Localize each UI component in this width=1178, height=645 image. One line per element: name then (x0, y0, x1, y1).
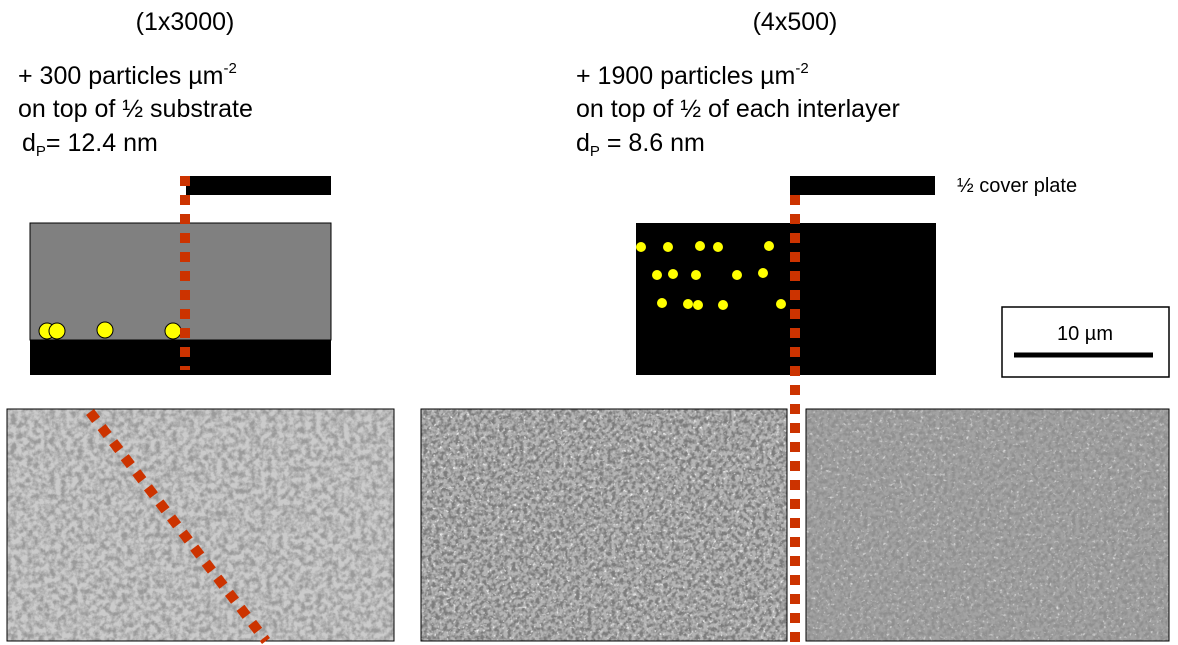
sem-image-right (806, 409, 1169, 641)
size-symbol: d (22, 129, 36, 157)
scale-label: 10 µm (1057, 323, 1113, 345)
density-exp: -2 (795, 60, 808, 77)
left-size: dP= 12.4 nm (22, 129, 158, 160)
density-text: + 1900 particles µm (576, 62, 795, 90)
right-location: on top of ½ of each interlayer (576, 95, 900, 123)
density-exp: -2 (223, 60, 236, 77)
left-title: (1x3000) (136, 8, 235, 36)
size-sub: P (36, 143, 46, 160)
interlayers (636, 223, 936, 375)
left-location: on top of ½ substrate (18, 95, 253, 123)
sem-image-left (7, 409, 394, 641)
cover-plate (790, 176, 935, 195)
size-symbol: d (576, 129, 590, 157)
density-text: + 300 particles µm (18, 62, 223, 90)
right-title: (4x500) (753, 8, 838, 36)
sem-image-middle (421, 409, 787, 641)
size-sub: P (590, 143, 600, 160)
right-size: dP = 8.6 nm (576, 129, 705, 160)
size-value: = 8.6 nm (600, 129, 705, 157)
left-density: + 300 particles µm-2 (18, 60, 237, 90)
size-value: = 12.4 nm (46, 129, 158, 157)
right-density: + 1900 particles µm-2 (576, 60, 809, 90)
figure: (1x3000) (4x500) + 300 particles µm-2 on… (0, 0, 1178, 645)
cover-label: ½ cover plate (957, 175, 1077, 197)
cover-plate (186, 176, 331, 195)
